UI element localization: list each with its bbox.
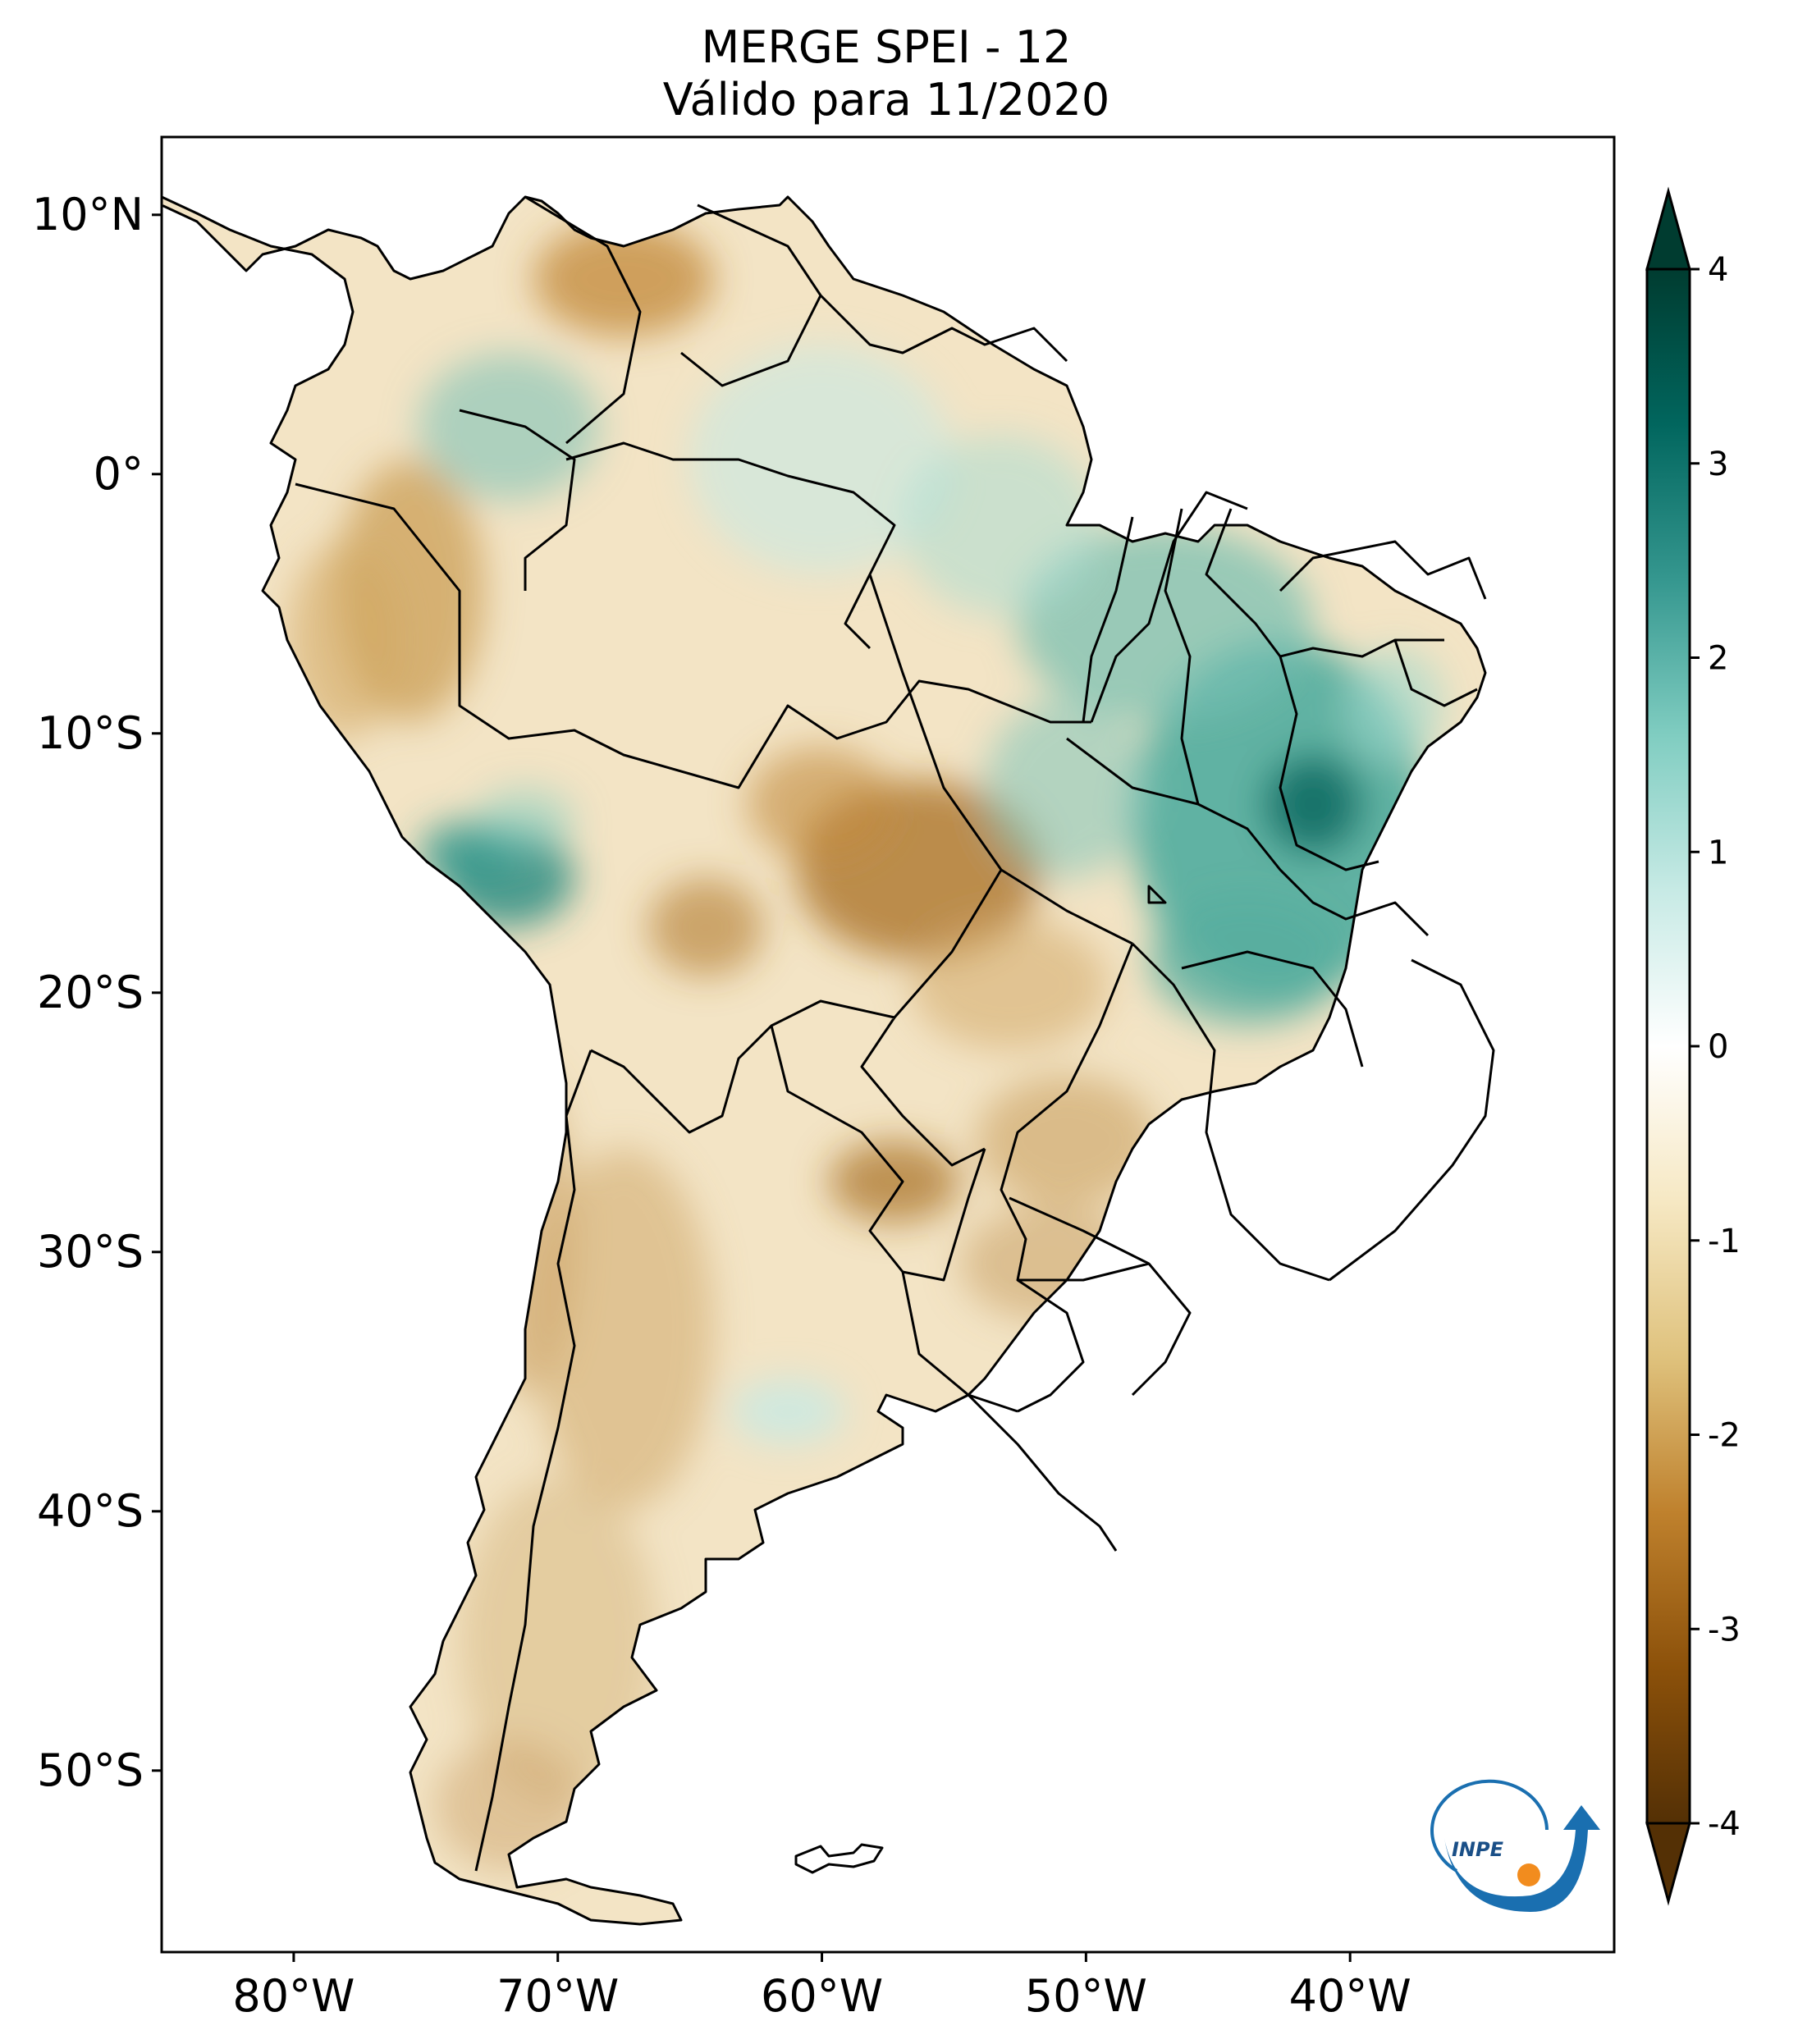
lon-tick-label: 60°W bbox=[761, 1970, 883, 2022]
logo-orbit-icon bbox=[1430, 1779, 1549, 1873]
lat-tick-label: 50°S bbox=[37, 1744, 144, 1796]
latitude-axis: 10°N 0° 10°S 20°S 30°S 40°S 50°S bbox=[32, 189, 162, 1796]
colorbar-tick-label: -4 bbox=[1708, 1805, 1741, 1843]
colorbar-tick-label: -2 bbox=[1708, 1417, 1741, 1455]
lon-tick-label: 70°W bbox=[496, 1970, 619, 2022]
lon-tick-label: 50°W bbox=[1025, 1970, 1147, 2022]
colorbar-tick-label: -1 bbox=[1708, 1223, 1741, 1260]
lat-tick-label: 20°S bbox=[37, 967, 144, 1018]
chart-subtitle: Válido para 11/2020 bbox=[662, 74, 1110, 126]
colorbar-tick-label: 2 bbox=[1708, 640, 1728, 678]
border-lines bbox=[295, 195, 1495, 1872]
colorbar-gradient bbox=[1647, 269, 1690, 1823]
colorbar-tick-label: 4 bbox=[1708, 251, 1728, 289]
inpe-logo: INPE bbox=[1430, 1779, 1600, 1912]
lat-tick-label: 40°S bbox=[37, 1485, 144, 1537]
lat-tick-label: 10°N bbox=[32, 189, 144, 240]
lon-tick-label: 80°W bbox=[232, 1970, 355, 2022]
spei-field bbox=[162, 197, 1485, 1924]
colorbar-min-extension bbox=[1645, 1822, 1691, 1906]
chart-title: MERGE SPEI - 12 bbox=[701, 21, 1072, 73]
lat-tick-label: 10°S bbox=[37, 707, 144, 759]
coastline bbox=[160, 195, 1487, 1926]
lat-tick-label: 30°S bbox=[37, 1226, 144, 1278]
lon-tick-label: 40°W bbox=[1289, 1970, 1411, 2022]
logo-sun-icon bbox=[1517, 1863, 1540, 1886]
logo-text: INPE bbox=[1452, 1838, 1504, 1861]
logo-arrow-icon bbox=[1444, 1805, 1600, 1912]
country-borders bbox=[160, 195, 1495, 1926]
colorbar-tick-label: 0 bbox=[1708, 1028, 1728, 1066]
colorbar-tick-label: -3 bbox=[1708, 1611, 1741, 1648]
colorbar-tick-label: 1 bbox=[1708, 834, 1728, 871]
colorbar-max-extension bbox=[1645, 186, 1691, 271]
longitude-axis: 80°W 70°W 60°W 50°W 40°W bbox=[232, 1952, 1411, 2022]
colorbar-tick-label: 3 bbox=[1708, 446, 1728, 483]
lat-tick-label: 0° bbox=[94, 448, 144, 500]
colorbar: 4 3 2 1 0 -1 -2 -3 -4 bbox=[1645, 186, 1741, 1906]
falkland-islands bbox=[794, 1843, 884, 1874]
